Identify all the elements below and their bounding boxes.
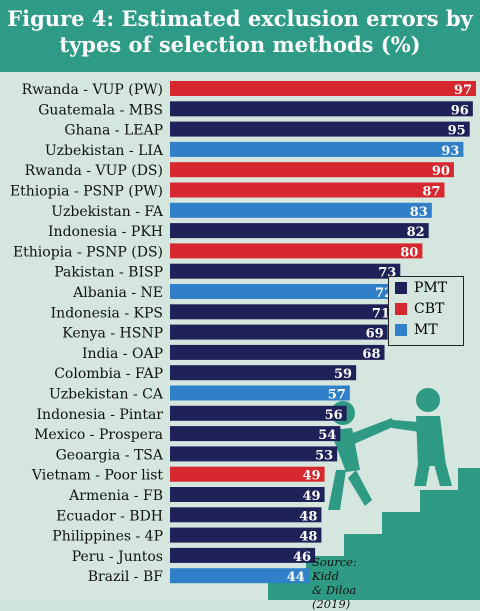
category-label: Ethiopia - PSNP (PW) (10, 184, 163, 200)
category-label: Philippines - 4P (52, 529, 163, 545)
value-label: 83 (410, 205, 428, 220)
category-label: Uzbekistan - CA (49, 387, 164, 403)
category-label: Uzbekistan - FA (51, 204, 164, 220)
bar (170, 547, 316, 563)
category-label: Ghana - LEAP (64, 123, 163, 139)
value-label: 48 (299, 509, 317, 524)
bar (170, 284, 398, 299)
legend-label-cbt: CBT (414, 300, 445, 317)
category-label: Ethiopia - PSNP (DS) (13, 244, 163, 260)
source-line-1: Source: Kidd (312, 555, 357, 583)
bar (170, 162, 454, 178)
category-label: Indonesia - PKH (48, 224, 163, 240)
bar (170, 568, 309, 584)
figure-header: Figure 4: Estimated exclusion errors by … (0, 0, 480, 72)
category-label: Peru - Juntos (72, 549, 163, 565)
value-label: 46 (293, 550, 311, 565)
bar (170, 121, 470, 137)
bar (170, 426, 341, 442)
value-label: 49 (302, 469, 320, 484)
value-label: 90 (432, 164, 450, 179)
value-label: 59 (334, 367, 352, 382)
category-label: Geoargia - TSA (56, 447, 164, 463)
category-label: Uzbekistan - LIA (45, 143, 164, 159)
bar (170, 487, 325, 502)
legend-item-cbt: CBT (389, 298, 463, 319)
value-label: 95 (448, 124, 466, 139)
bar (170, 81, 476, 96)
value-label: 49 (302, 489, 320, 504)
value-label: 80 (400, 245, 418, 260)
value-label: 69 (366, 327, 384, 342)
bar (170, 385, 350, 401)
category-label: India - OAP (82, 346, 163, 362)
legend-label-mt: MT (414, 321, 438, 338)
bar (170, 324, 388, 340)
category-label: Brazil - BF (88, 569, 164, 585)
bar (170, 141, 464, 157)
value-label: 56 (325, 408, 343, 423)
bar (170, 527, 322, 543)
legend-label-pmt: PMT (414, 279, 448, 296)
bar (170, 344, 385, 360)
value-label: 93 (441, 144, 459, 159)
bar (170, 304, 394, 320)
category-label: Mexico - Prospera (34, 427, 163, 443)
value-label: 48 (299, 530, 317, 545)
bar (170, 365, 357, 381)
value-label: 54 (318, 428, 336, 443)
value-label: 44 (287, 570, 305, 585)
source-note: Source: Kidd & Diloa (2019) (312, 555, 382, 611)
category-label: Ecuador - BDH (56, 508, 163, 524)
category-label: Armenia - FB (68, 488, 163, 504)
value-label: 68 (362, 347, 380, 362)
legend-swatch-mt (395, 323, 407, 336)
bar (170, 466, 325, 482)
bar (170, 101, 473, 117)
value-label: 96 (451, 103, 469, 118)
bar (170, 243, 423, 259)
category-label: Vietnam - Poor list (31, 468, 164, 484)
category-label: Colombia - FAP (54, 366, 163, 382)
bar (170, 182, 445, 198)
value-label: 87 (422, 185, 440, 200)
value-label: 71 (372, 306, 390, 321)
bar (170, 446, 338, 462)
legend-item-mt: MT (389, 319, 463, 340)
chart-title-line-2: types of selection methods (%) (59, 32, 421, 57)
chart-legend: PMT CBT MT (388, 276, 464, 346)
category-label: Indonesia - KPS (51, 305, 163, 321)
category-label: Albania - NE (72, 285, 163, 301)
category-label: Guatemala - MBS (38, 102, 163, 118)
legend-swatch-pmt (395, 281, 407, 294)
value-label: 57 (328, 388, 346, 403)
value-label: 82 (407, 225, 425, 240)
legend-swatch-cbt (395, 302, 407, 315)
bar (170, 263, 401, 279)
bar (170, 405, 347, 421)
category-label: Rwanda - VUP (PW) (22, 82, 163, 98)
source-line-2: & Diloa (2019) (312, 583, 357, 611)
category-label: Indonesia - Pintar (37, 407, 164, 423)
category-label: Kenya - HSNP (62, 326, 163, 342)
bar (170, 223, 429, 239)
category-label: Rwanda - VUP (DS) (25, 163, 163, 179)
bar (170, 507, 322, 523)
bar (170, 202, 432, 218)
legend-item-pmt: PMT (389, 277, 463, 298)
category-label: Pakistan - BISP (54, 265, 163, 281)
chart-title-line-1: Figure 4: Estimated exclusion errors by (7, 6, 473, 31)
value-label: 97 (454, 83, 472, 98)
value-label: 53 (315, 448, 333, 463)
